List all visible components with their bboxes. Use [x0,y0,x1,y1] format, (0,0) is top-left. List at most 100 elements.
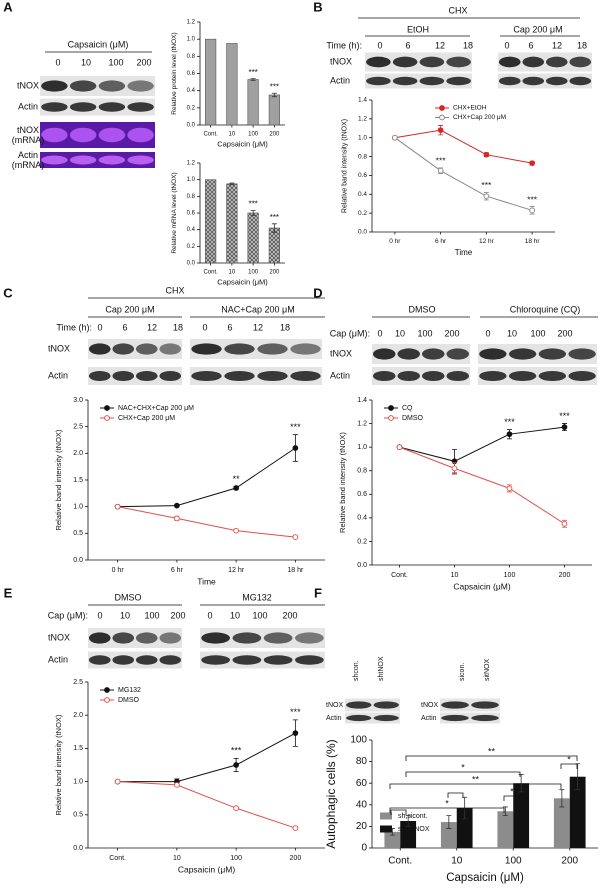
blot-band [569,56,592,68]
lane-label: 12 [552,40,562,50]
blot-strip [88,339,182,359]
legend-label: CHX+EtOH [453,105,487,112]
blot-strip [498,73,592,89]
significance: ** [488,746,496,756]
lane-label: 100 [530,328,545,338]
legend-label: CQ [402,405,413,412]
blot-band [346,701,372,709]
blot-band [471,701,499,709]
blot-strip [478,344,597,364]
y-tick-label: 0.8 [187,54,196,60]
blot-strip [88,651,182,669]
legend-marker [104,697,110,703]
y-tick-label: 0.0 [357,562,367,569]
series-line [117,447,296,508]
bar [247,212,259,264]
y-tick-label: 0.2 [187,105,196,111]
blot-band [446,348,470,360]
blot-band [545,56,568,68]
blot-strip [478,367,597,385]
blot-band [191,343,222,355]
x-tick-label: 12 hr [228,567,245,574]
lane-label: 10 [507,328,517,338]
blot-band [446,370,470,382]
y-axis-label: Autophagic cells (%) [324,739,338,848]
panel-letter: B [313,0,322,14]
y-tick-label: 0.0 [73,557,83,564]
bar [384,831,401,848]
x-tick-label: 100 [248,270,259,276]
blot-band [446,76,471,86]
blot-band [498,76,521,86]
blot-strip [365,52,472,72]
blot-title: CHX [165,285,184,295]
lane-label: 0 [55,57,60,67]
y-tick-label: 40 [356,799,368,810]
series-line [399,426,565,462]
blot-band [421,370,445,382]
blot-band [508,370,537,382]
y-tick-label: 0.6 [187,211,196,217]
bracket [389,783,562,789]
blot-band [88,343,111,355]
lane-label: 200 [170,610,185,620]
blot-band [127,127,154,143]
blot-group: DMSO [115,592,142,602]
y-tick-label: 1.2 [187,20,196,26]
data-point [292,825,299,831]
lane-label: 0 [377,40,382,50]
blot-band [41,155,68,165]
y-tick-label: 0.2 [187,244,196,250]
row-label: tNOX [330,348,352,358]
y-tick-label: 1.2 [357,420,367,427]
blot-band [135,655,158,665]
bar [456,808,473,848]
blot-band [135,370,158,382]
lane-label: 18 [280,322,290,332]
lane-label: 6 [122,322,127,332]
row-label: Actin [48,654,68,664]
blot-strip [440,712,500,724]
bar [247,79,259,126]
legend-label: MG132 [118,687,141,694]
blot-band [98,102,126,112]
x-tick-label: 100 [504,572,516,579]
lane-label: 100 [417,328,432,338]
blot-band [263,655,293,665]
blot-band [191,370,222,382]
blot-band [98,155,126,165]
x-tick-label: 18 hr [287,567,304,574]
y-tick-label: 0.0 [358,229,367,236]
y-axis-label: Relative band intensity (tNOX) [341,119,348,213]
legend-marker [388,415,394,421]
lane-label: 6 [227,322,232,332]
significance: * [461,762,465,772]
lane-label: 10 [81,57,91,67]
x-axis-label: Capsaicin (μM) [178,864,235,874]
blot-band [159,655,182,665]
legend-label: NAC+CHX+Cap 200 μM [118,405,194,412]
annotation: *** [504,417,515,427]
bar [569,776,586,848]
x-axis-label: Capsaicin (μM) [217,278,268,287]
blot-band [441,701,469,709]
y-tick-label: 1.5 [73,477,83,484]
lane-label: 0 [97,610,102,620]
lane-label: 200 [444,328,459,338]
blot-band [88,655,111,665]
legend-marker [104,405,110,411]
bracket [503,795,521,801]
blot-group: NAC+Cap 200 μM [221,304,294,314]
data-point [114,778,121,785]
blot-strip [345,712,400,724]
blot-band [290,370,321,382]
legend-marker [439,105,445,111]
data-point [529,160,535,167]
error-bar [502,806,508,816]
bar [226,183,238,264]
blot-band [522,76,545,86]
significance: * [567,754,571,764]
row-label: Actin [326,715,342,722]
blot-band [98,80,126,92]
